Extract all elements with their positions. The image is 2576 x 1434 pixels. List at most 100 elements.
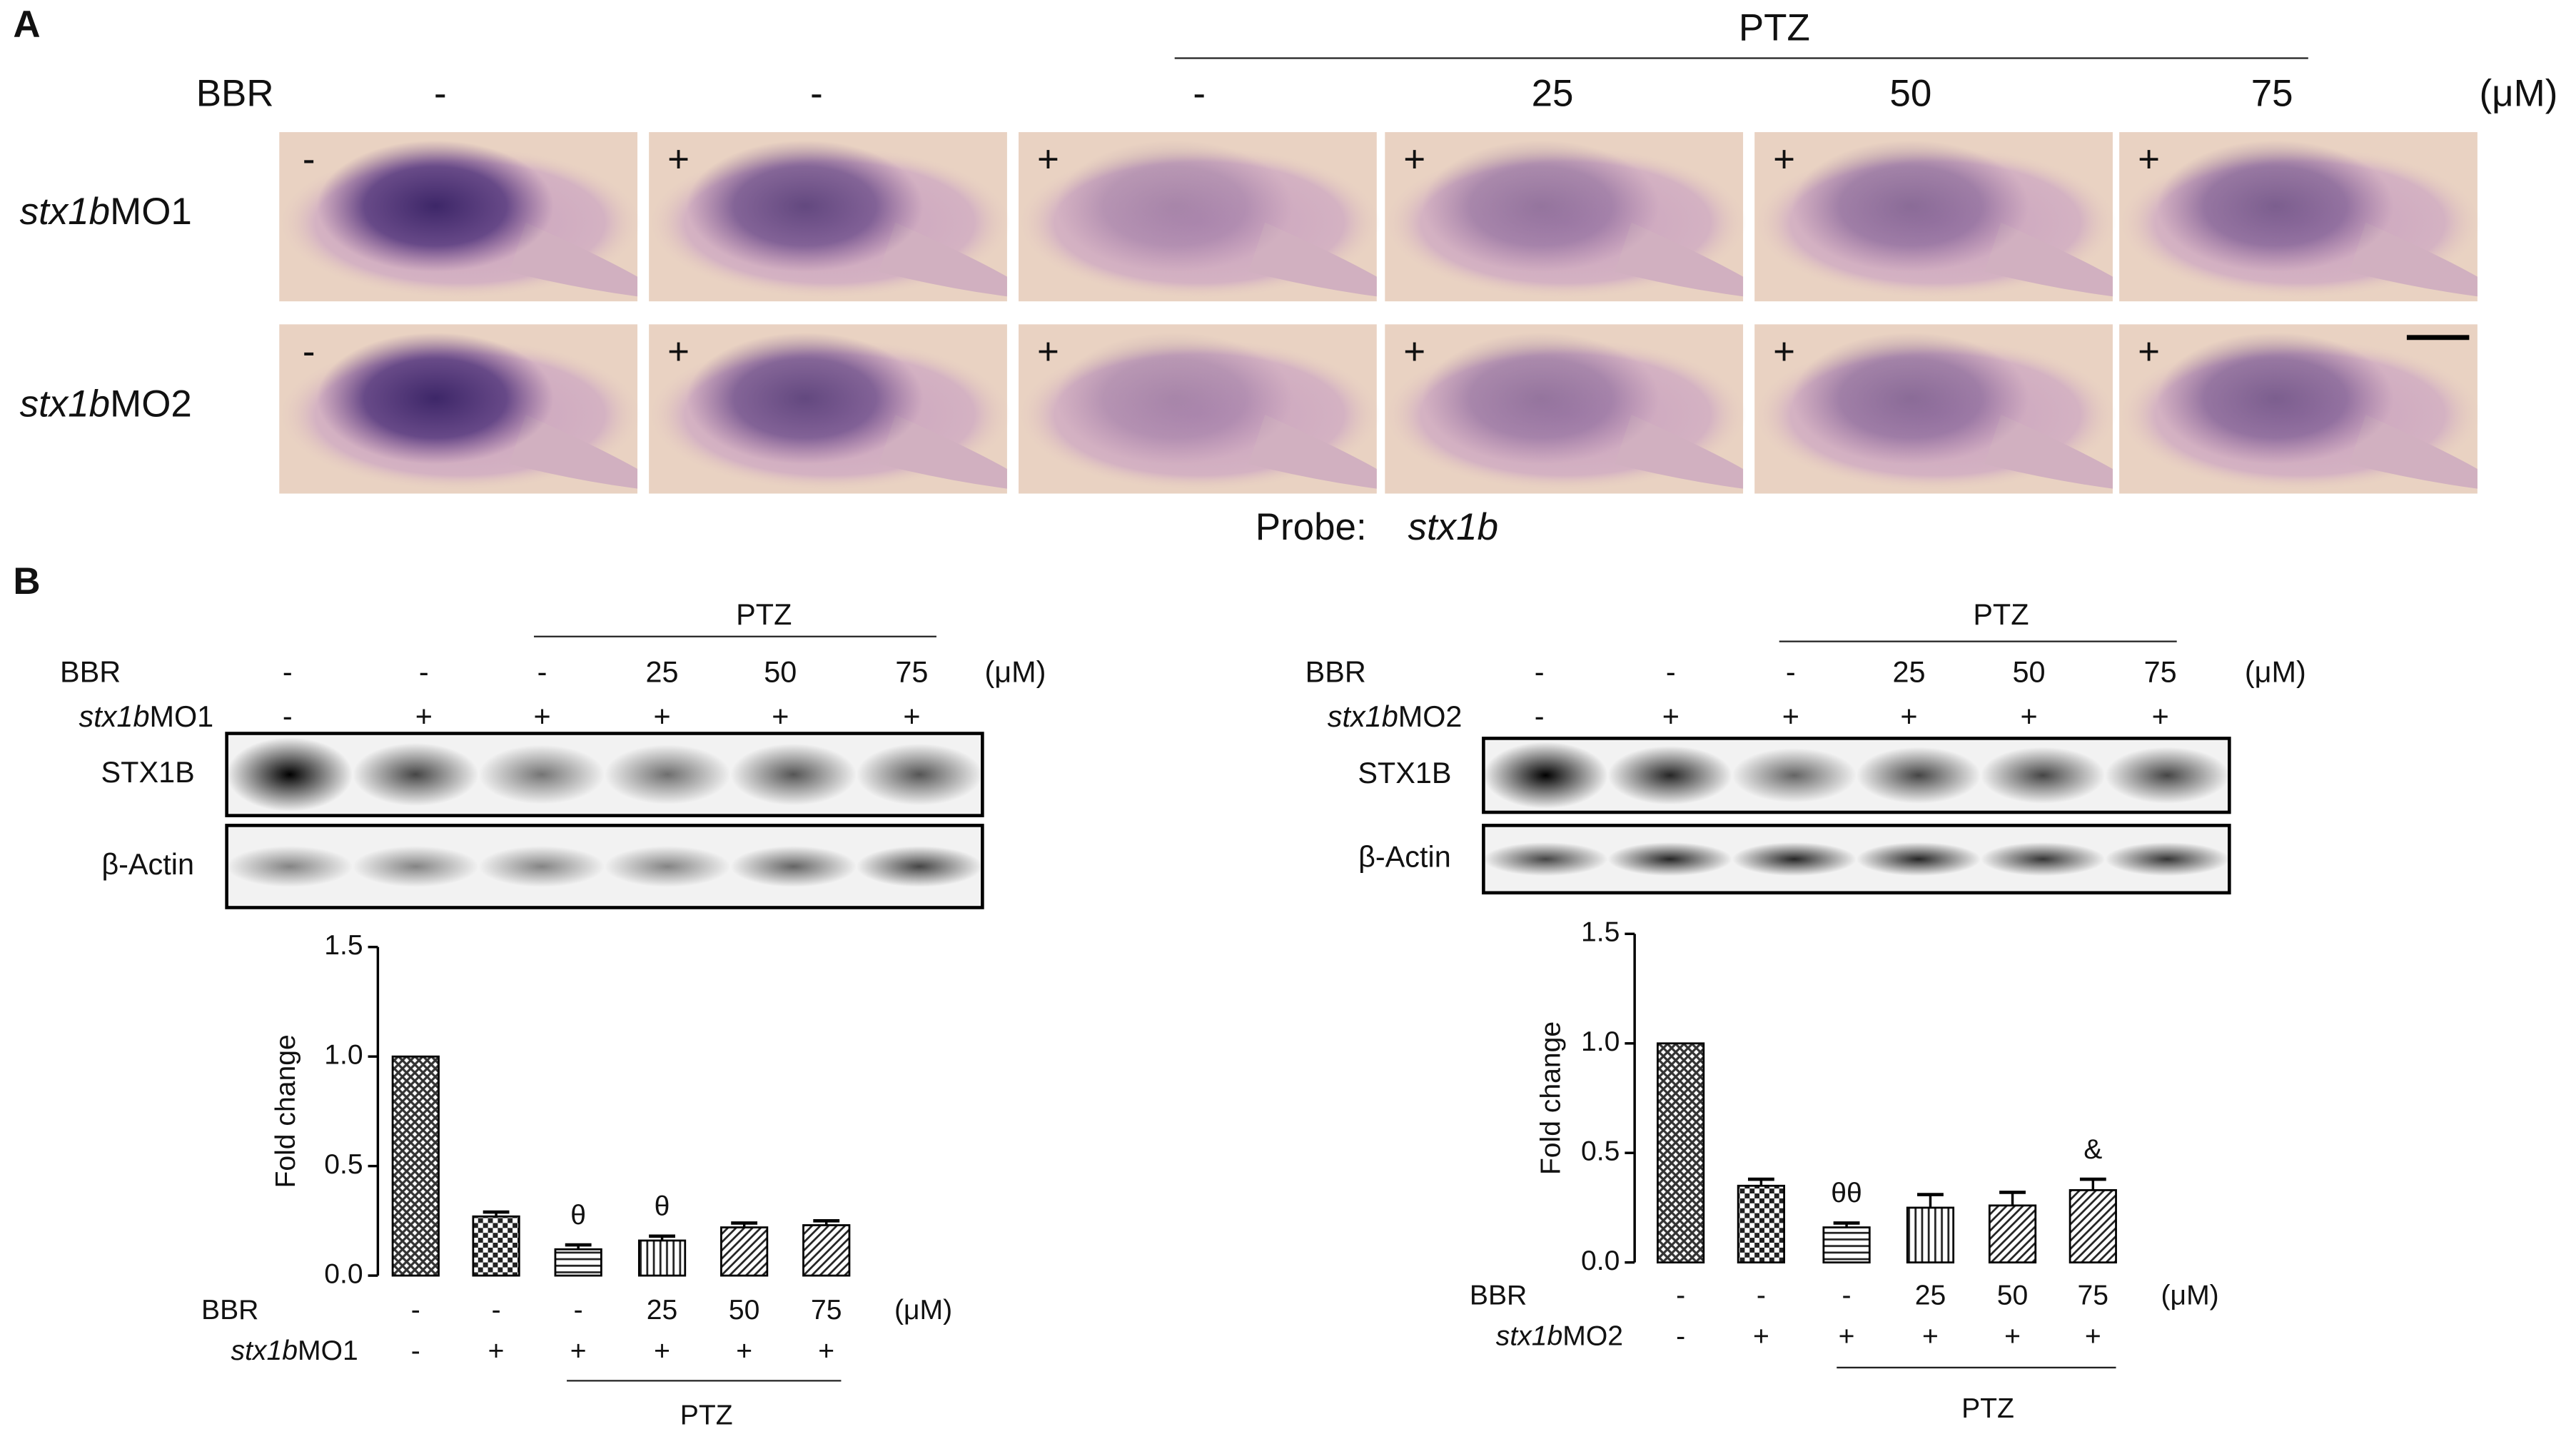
bbr-dose: 75: [2144, 656, 2177, 689]
blot-band: [1483, 742, 1608, 809]
band-label: β-Actin: [101, 848, 194, 881]
bbr-dose: -: [1193, 72, 1206, 114]
blot-band: [2105, 747, 2230, 804]
blot-band: [1856, 842, 1981, 877]
probe-label: Probe:: [1256, 506, 1367, 548]
bbr-dose: 25: [646, 656, 679, 689]
bar: [472, 1215, 520, 1277]
ptz-label: PTZ: [736, 598, 792, 631]
stain: [687, 140, 924, 272]
treatment-sign: +: [2138, 138, 2160, 181]
y-tick-label: 0.0: [324, 1258, 363, 1289]
bbr-label: BBR: [1470, 1280, 1527, 1311]
blot-band: [730, 743, 857, 806]
x-tick-label: -: [1842, 1280, 1852, 1311]
bar: [1737, 1184, 1785, 1264]
mo-label-italic: stx1b: [231, 1336, 298, 1367]
mo-sign: +: [1662, 700, 1680, 733]
blot-band: [1607, 842, 1732, 877]
y-tick-label: 0.0: [1581, 1246, 1620, 1276]
stain: [317, 140, 554, 272]
blot-band: [1607, 746, 1732, 805]
embryo-tail: [509, 222, 638, 297]
treatment-sign: +: [1403, 330, 1425, 373]
y-tick-label: 1.0: [1581, 1026, 1620, 1057]
mo-sign: +: [2152, 700, 2169, 733]
x-tick-label: 50: [1997, 1280, 2029, 1311]
stain: [1056, 140, 1293, 272]
embryo-tail: [1984, 222, 2113, 297]
stain: [317, 332, 554, 465]
blot-band: [1981, 747, 2106, 804]
mo-sign: +: [570, 1336, 587, 1367]
mo-label: stx1bMO1: [79, 700, 214, 733]
mo-label: stx1bMO2: [1328, 700, 1463, 733]
embryo-tail: [1615, 222, 1744, 297]
mo-sign: +: [654, 1336, 670, 1367]
bbr-dose: 25: [1532, 72, 1574, 114]
blot-band: [226, 737, 353, 812]
blot-band: [605, 744, 731, 804]
bbr-label: BBR: [201, 1295, 258, 1326]
embryo-tail: [879, 414, 1007, 489]
x-tick-label: 25: [647, 1295, 678, 1326]
x-tick-label: -: [492, 1295, 501, 1326]
bar: [1822, 1226, 1871, 1264]
treatment-sign: +: [667, 330, 690, 373]
embryo-tail: [1984, 414, 2113, 489]
significance-mark: θθ: [1831, 1178, 1862, 1209]
blot-band: [353, 846, 479, 887]
blot-band: [605, 846, 731, 887]
bbr-dose: -: [1786, 656, 1796, 689]
bbr-dose: -: [537, 656, 547, 689]
blot-band: [1856, 747, 1981, 804]
mo-sign: +: [1922, 1321, 1939, 1352]
bar: [2069, 1188, 2117, 1264]
bbr-dose: 25: [1892, 656, 1925, 689]
mo-sign: +: [488, 1336, 505, 1367]
blot-band: [1483, 842, 1608, 877]
bbr-dose: 75: [895, 656, 928, 689]
mo-sign: -: [1676, 1321, 1685, 1352]
row-label-italic: stx1b: [20, 383, 111, 425]
stain: [1792, 140, 2029, 272]
unit-label: (μM): [2480, 72, 2558, 114]
ptz-label: PTZ: [1973, 598, 2029, 631]
mo-sign: +: [1753, 1321, 1769, 1352]
panel-label: A: [13, 4, 40, 46]
panel-label: B: [13, 560, 40, 602]
embryo-tail: [1248, 222, 1377, 297]
mo-sign: +: [1900, 700, 1917, 733]
bar: [802, 1224, 851, 1277]
bbr-label: BBR: [60, 656, 121, 689]
mo-sign: +: [818, 1336, 834, 1367]
stain: [2157, 140, 2394, 272]
mo-sign: +: [653, 700, 670, 733]
mo-sign: +: [736, 1336, 752, 1367]
unit-label: (μM): [894, 1295, 952, 1326]
mo-label-rest: MO2: [1398, 700, 1463, 733]
y-axis-title: Fold change: [1535, 1021, 1566, 1175]
blot-band: [353, 743, 479, 807]
row-label: stx1bMO2: [20, 383, 192, 425]
treatment-sign: +: [1403, 138, 1425, 181]
embryo-tail: [1615, 414, 1744, 489]
mo-label-italic: stx1b: [1496, 1321, 1562, 1352]
mo-sign: -: [283, 700, 293, 733]
mo-sign: +: [903, 700, 920, 733]
embryo-tail: [2349, 414, 2477, 489]
embryo-tail: [509, 414, 638, 489]
treatment-sign: +: [1037, 138, 1059, 181]
band-label: β-Actin: [1358, 841, 1451, 874]
x-tick-label: 75: [2078, 1280, 2109, 1311]
stain: [1423, 140, 1660, 272]
mo-sign: +: [2004, 1321, 2021, 1352]
treatment-sign: +: [1773, 138, 1795, 181]
stain: [687, 332, 924, 465]
bbr-dose: -: [283, 656, 293, 689]
y-tick-label: 1.0: [324, 1040, 363, 1071]
blot-band: [1732, 842, 1857, 877]
x-tick-label: -: [1757, 1280, 1766, 1311]
mo-sign: +: [772, 700, 789, 733]
